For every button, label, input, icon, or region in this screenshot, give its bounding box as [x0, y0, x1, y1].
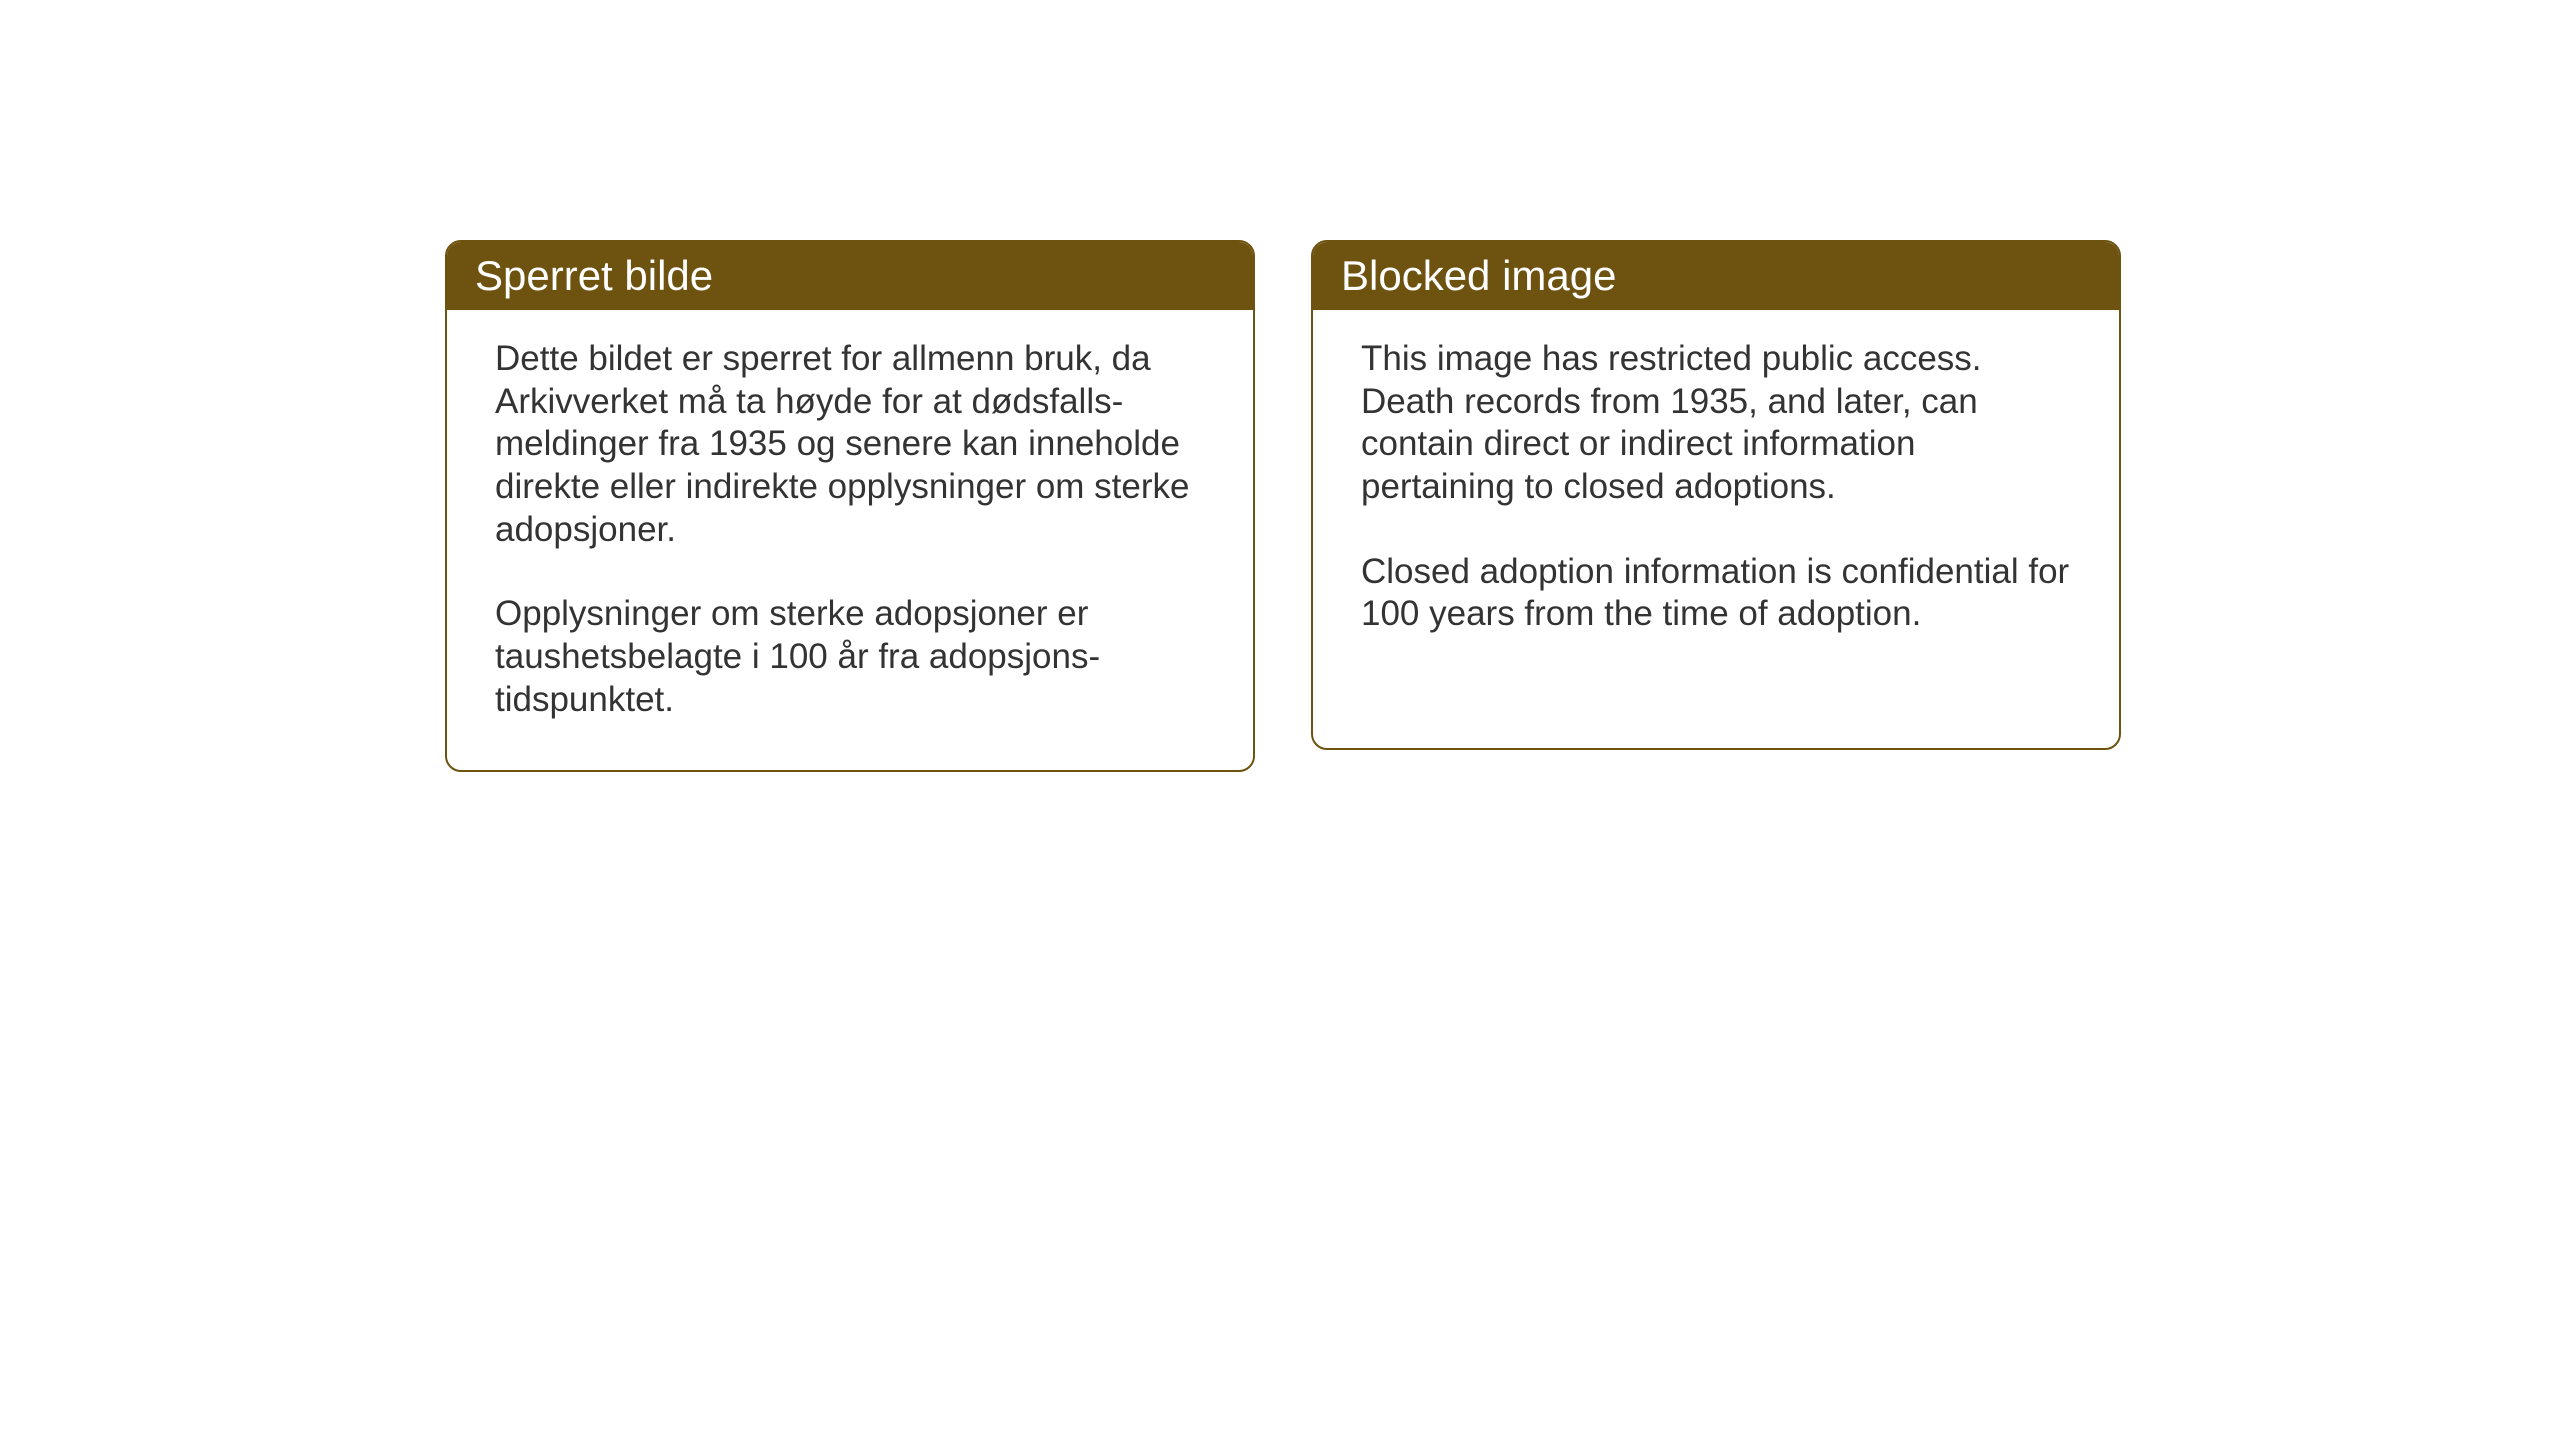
norwegian-card-body: Dette bildet er sperret for allmenn bruk… [447, 310, 1253, 770]
norwegian-paragraph-2: Opplysninger om sterke adopsjoner er tau… [495, 593, 1205, 721]
english-paragraph-1: This image has restricted public access.… [1361, 338, 2071, 509]
norwegian-card-header: Sperret bilde [447, 242, 1253, 310]
english-title: Blocked image [1341, 252, 1616, 299]
norwegian-title: Sperret bilde [475, 252, 713, 299]
english-notice-card: Blocked image This image has restricted … [1311, 240, 2121, 750]
norwegian-paragraph-1: Dette bildet er sperret for allmenn bruk… [495, 338, 1205, 551]
english-card-body: This image has restricted public access.… [1313, 310, 2119, 684]
norwegian-notice-card: Sperret bilde Dette bildet er sperret fo… [445, 240, 1255, 772]
english-paragraph-2: Closed adoption information is confident… [1361, 551, 2071, 636]
notice-container: Sperret bilde Dette bildet er sperret fo… [445, 240, 2121, 772]
english-card-header: Blocked image [1313, 242, 2119, 310]
